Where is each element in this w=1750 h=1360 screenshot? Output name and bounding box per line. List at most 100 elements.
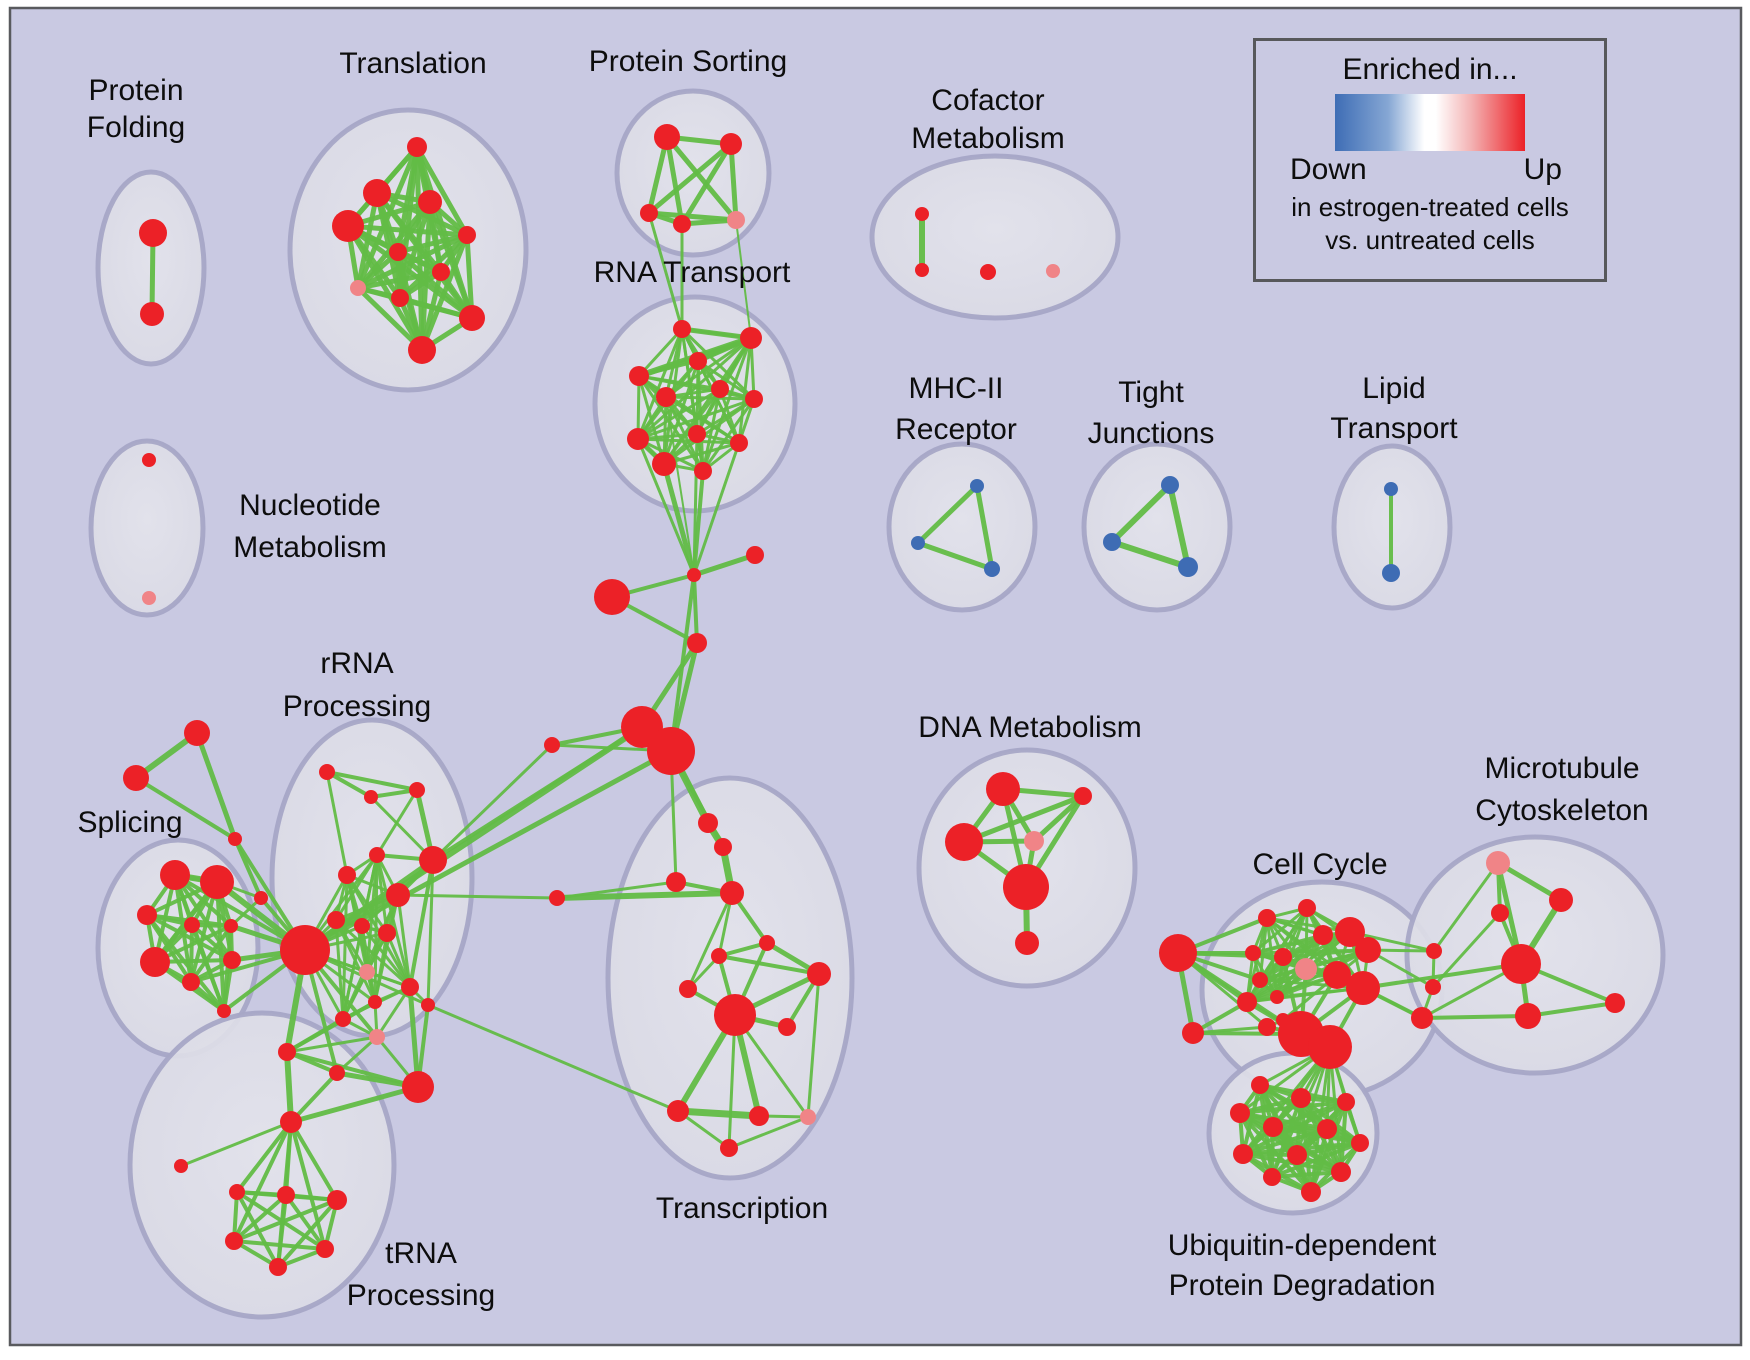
gene-set-node-t3 [666,872,686,892]
edge-cc19-m3 [1431,911,1502,989]
cluster-label-lipid-transport: Lipid Transport [1330,372,1458,445]
edge-r6-r9 [373,931,389,1004]
edge-t6-t7 [717,941,769,958]
edge-u5-u7 [235,1120,293,1194]
gene-set-node-ps3 [640,204,658,222]
cluster-label-transcription: Transcription [656,1192,828,1225]
edge-ps1-ps5 [664,134,739,223]
edge-r3-t5 [396,893,559,900]
edge-ps4-ps5 [679,217,739,227]
gene-set-node-rHub [280,925,330,975]
edge-u5-u3 [288,1084,421,1125]
gene-set-node-sp7 [223,951,241,969]
gene-set-node-cc14 [1270,990,1284,1004]
gene-set-node-m1 [1486,851,1510,875]
edge-rt10-c1 [692,441,741,577]
cluster-label-protein-folding: Protein Folding [87,74,185,144]
gene-set-node-u7 [229,1184,245,1200]
edge-ps1-ps3 [646,134,670,216]
edge-rHub-r13 [302,857,436,953]
gene-set-node-u6 [174,1159,188,1173]
cluster-ellipse-nucleotide-metabolism [88,438,206,618]
edge-tr7-tr8 [355,269,444,291]
gene-set-node-rt9 [627,428,649,450]
edge-u10-u11 [232,1239,327,1251]
gene-set-node-cc15 [1258,1018,1276,1036]
gene-set-node-cc1 [1159,934,1197,972]
edge-r7-r10 [341,970,369,1021]
edge-tr5-tr10 [464,232,475,321]
gene-set-node-cf3 [980,264,996,280]
edge-u8-u12 [276,1193,288,1269]
gene-set-node-tj1 [1161,476,1179,494]
gene-set-node-ub8 [1233,1144,1253,1164]
cluster-label-ubiquitin-degradation: Ubiquitin-dependent Protein Degradation [1168,1229,1437,1302]
gene-set-node-d6 [1015,931,1039,955]
gene-set-node-d2 [1074,787,1092,805]
gene-set-node-u10 [225,1232,243,1250]
edge-t8-t14 [806,972,821,1119]
edge-cc18-m5 [1420,1014,1530,1020]
edge-u5-u11 [289,1120,327,1251]
gene-set-node-rt6 [656,387,676,407]
edge-tr1-tr5 [414,144,470,238]
gene-set-node-lt2 [1382,564,1400,582]
gene-set-node-r4 [327,911,345,929]
gene-set-node-t14 [800,1109,816,1125]
gene-set-node-ps4 [673,215,691,233]
edge-ub6-ub8 [1241,1127,1329,1156]
gene-set-node-ub6 [1317,1119,1337,1139]
edge-m1-m2 [1495,860,1564,903]
edge-u1-r10 [285,1017,345,1054]
gene-set-node-pf1 [139,219,167,247]
legend-subtitle-line1: in estrogen-treated cells [1291,192,1569,222]
edge-sp5-sp8 [189,924,233,984]
edge-sp4-sp8 [189,923,194,984]
cluster-label-dna-metabolism: DNA Metabolism [918,711,1141,744]
gene-set-node-ub12 [1301,1182,1321,1202]
edge-rt6-rt7 [664,395,756,401]
edge-t5-t3 [555,880,678,900]
cluster-label-nucleotide-metabolism: Nucleotide Metabolism [233,489,386,564]
gene-set-node-c2 [746,546,764,564]
gene-set-node-cc19 [1425,979,1441,995]
gene-set-node-tr9 [391,289,409,307]
gene-set-node-ub2 [1291,1088,1311,1108]
gene-set-node-rt5 [711,380,729,398]
gene-set-node-tr8 [350,280,366,296]
gene-set-node-tr10 [459,305,485,331]
gene-set-node-ub9 [1287,1145,1307,1165]
edge-ub5-ub7 [1271,1125,1362,1145]
gene-set-node-tr3 [418,190,442,214]
cluster-label-mhc-ii-receptor: MHC-II Receptor [895,372,1017,446]
edge-cc3-cc7 [1251,906,1309,955]
legend: Enriched in... Down Up in estrogen-treat… [1253,38,1607,282]
edge-rt9-c1 [636,437,696,577]
gene-set-node-t15 [720,1139,738,1157]
gene-set-node-u3 [402,1071,434,1103]
gene-set-node-cc7 [1245,945,1261,961]
gene-set-node-rt12 [694,462,712,480]
gene-set-node-tr7 [432,263,450,281]
edge-sp2-sp9 [215,880,226,1013]
gene-set-node-u11 [316,1240,334,1258]
gene-set-node-tr1 [407,137,427,157]
edge-rt7-rt11 [662,397,756,466]
gene-set-node-ccHubB [1308,1025,1352,1069]
gene-set-node-d4 [1024,831,1044,851]
edge-cc6-cc8 [1281,948,1370,959]
edge-ps3-rt1 [647,211,684,331]
gene-set-node-cc12 [1252,972,1268,988]
gene-set-node-cc13 [1237,992,1257,1012]
gene-set-node-d3 [945,823,983,861]
edge-ps2-ps3 [646,141,734,216]
edge-tr4-tr5 [345,223,470,238]
gene-set-node-rt7 [745,390,763,408]
edge-mh1-mh3 [974,483,995,572]
legend-subtitle-line2: vs. untreated cells [1325,225,1535,255]
cluster-label-trna-processing: tRNA Processing [347,1237,495,1312]
gene-set-node-lt1 [1384,482,1398,496]
gene-set-node-cc2 [1258,909,1276,927]
edge-r3-r8 [396,893,412,989]
gene-set-node-ub4 [1230,1103,1250,1123]
